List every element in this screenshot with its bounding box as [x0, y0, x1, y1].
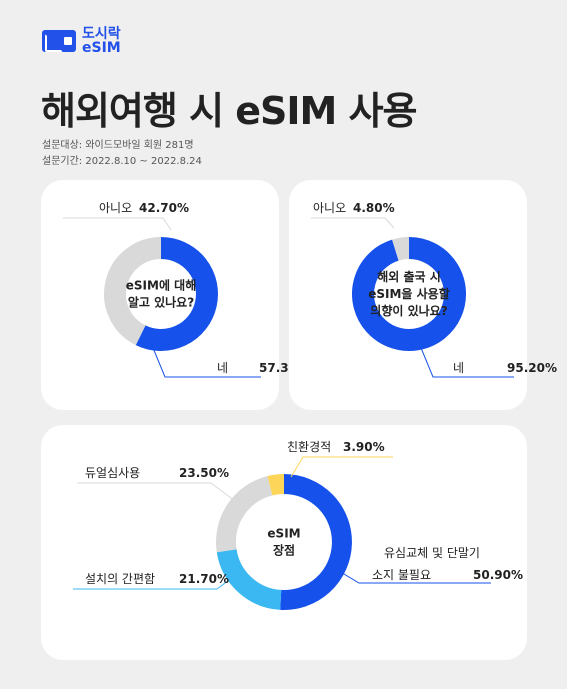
slice-value-1: 95.20%	[507, 361, 557, 375]
donut-slice-2	[392, 237, 410, 261]
center-text-line-2: 장점	[273, 543, 295, 558]
brand-name: 도시락 eSIM	[82, 27, 121, 55]
brand-line-1: 도시락	[82, 26, 121, 42]
donut-slice-4	[267, 473, 285, 496]
slice-label-1: 네	[217, 361, 228, 375]
donut-slice-1	[352, 237, 466, 351]
sim-card-icon	[42, 30, 76, 52]
leader-line-1	[418, 342, 514, 378]
donut-slice-1	[135, 237, 218, 351]
slice-label-2: 설치의 간편함	[85, 572, 155, 586]
slice-value-3: 23.50%	[179, 466, 229, 480]
slice-label-line-1: 유심교체 및 단말기	[384, 546, 480, 560]
page-title: 해외여행 시 eSIM 사용	[41, 89, 418, 133]
center-text-line-1: eSIM에 대해	[126, 278, 197, 293]
donut-slice-2	[216, 548, 282, 610]
leader-line-2	[311, 217, 395, 229]
slice-label-2: 아니오	[313, 201, 346, 215]
donut-slice-1	[280, 474, 352, 610]
brand-line-2: eSIM	[82, 40, 121, 56]
slice-label-1: 네	[453, 361, 464, 375]
chart-card-awareness: eSIM에 대해 알고 있나요? 네 57.30% 아니오 42.70%	[41, 180, 309, 410]
donut-slice-3	[216, 476, 273, 553]
slice-value-2: 4.80%	[353, 201, 395, 215]
leader-line-1	[150, 342, 261, 378]
slice-value-1: 50.90%	[473, 568, 523, 582]
slice-label-3: 듀얼심사용	[85, 466, 140, 480]
survey-period: 설문기간: 2022.8.10 ~ 2022.8.24	[42, 156, 202, 167]
slice-label-4: 친환경적	[287, 440, 331, 454]
leader-line-2	[73, 573, 238, 590]
center-text-line-1: 해외 출국 시	[377, 269, 441, 284]
survey-target: 설문대상: 와이드모바일 회원 281명	[42, 140, 194, 151]
slice-label-2: 아니오	[99, 201, 132, 215]
center-text-line-2: 알고 있나요?	[128, 295, 194, 310]
center-text-line-2: eSIM을 사용할	[368, 286, 450, 301]
brand-logo: 도시락 eSIM	[42, 27, 121, 55]
slice-label-line-2: 소지 불필요	[372, 568, 431, 582]
center-text-line-1: eSIM	[267, 527, 300, 541]
slice-value-2: 42.70%	[139, 201, 189, 215]
slice-value-4: 3.90%	[343, 440, 385, 454]
center-text-line-3: 의향이 있나요?	[370, 303, 447, 318]
leader-line-4	[290, 456, 393, 478]
slice-value-2: 21.70%	[179, 572, 229, 586]
leader-line-3	[77, 482, 236, 502]
leader-line-1	[328, 564, 491, 584]
donut-slice-2	[104, 237, 162, 346]
leader-line-2	[63, 217, 172, 231]
survey-info: 설문대상: 와이드모바일 회원 281명 설문기간: 2022.8.10 ~ 2…	[42, 138, 202, 170]
